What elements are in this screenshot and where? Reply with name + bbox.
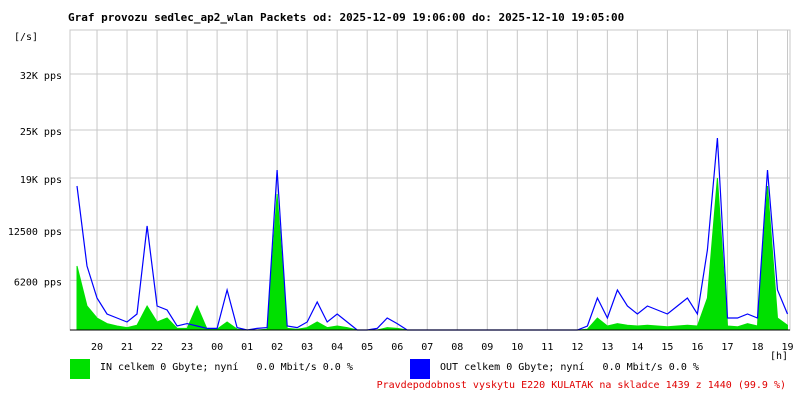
y-unit: [/s] xyxy=(14,32,38,43)
x-tick-label: 09 xyxy=(481,342,493,353)
y-tick-label: 12500 pps xyxy=(8,227,62,238)
x-tick-label: 17 xyxy=(721,342,733,353)
x-tick-label: 23 xyxy=(181,342,193,353)
x-tick-label: 02 xyxy=(271,342,283,353)
x-tick-label: 18 xyxy=(751,342,763,353)
x-tick-label: 04 xyxy=(331,342,343,353)
legend-swatch xyxy=(410,359,430,379)
footer: Pravdepodobnost vyskytu E220 KULATAK na … xyxy=(377,380,786,391)
x-tick-label: 13 xyxy=(601,342,613,353)
y-tick-label: 25K pps xyxy=(20,127,62,138)
plot-area xyxy=(69,29,791,331)
x-unit: [h] xyxy=(770,351,788,362)
x-tick-label: 03 xyxy=(301,342,313,353)
x-tick-label: 20 xyxy=(91,342,103,353)
y-tick-label: 19K pps xyxy=(20,175,62,186)
x-tick-label: 15 xyxy=(661,342,673,353)
x-tick-label: 11 xyxy=(541,342,553,353)
x-tick-label: 06 xyxy=(391,342,403,353)
legend-label: OUT celkem 0 Gbyte; nyní 0.0 Mbit/s 0.0 … xyxy=(440,361,699,373)
x-tick-label: 10 xyxy=(511,342,523,353)
x-tick-label: 07 xyxy=(421,342,433,353)
x-tick-label: 16 xyxy=(691,342,703,353)
x-tick-label: 08 xyxy=(451,342,463,353)
x-tick-label: 01 xyxy=(241,342,253,353)
x-tick-label: 00 xyxy=(211,342,223,353)
x-tick-label: 12 xyxy=(571,342,583,353)
legend-label: IN celkem 0 Gbyte; nyní 0.0 Mbit/s 0.0 % xyxy=(100,361,353,373)
y-tick-label: 32K pps xyxy=(20,71,62,82)
chart-title: Graf provozu sedlec_ap2_wlan Packets od:… xyxy=(68,11,624,24)
legend-swatch xyxy=(70,359,90,379)
x-tick-label: 05 xyxy=(361,342,373,353)
x-tick-label: 22 xyxy=(151,342,163,353)
x-tick-label: 14 xyxy=(631,342,643,353)
x-tick-label: 21 xyxy=(121,342,133,353)
y-tick-label: 6200 pps xyxy=(14,277,62,288)
x-tick-label: 19 xyxy=(781,342,793,353)
